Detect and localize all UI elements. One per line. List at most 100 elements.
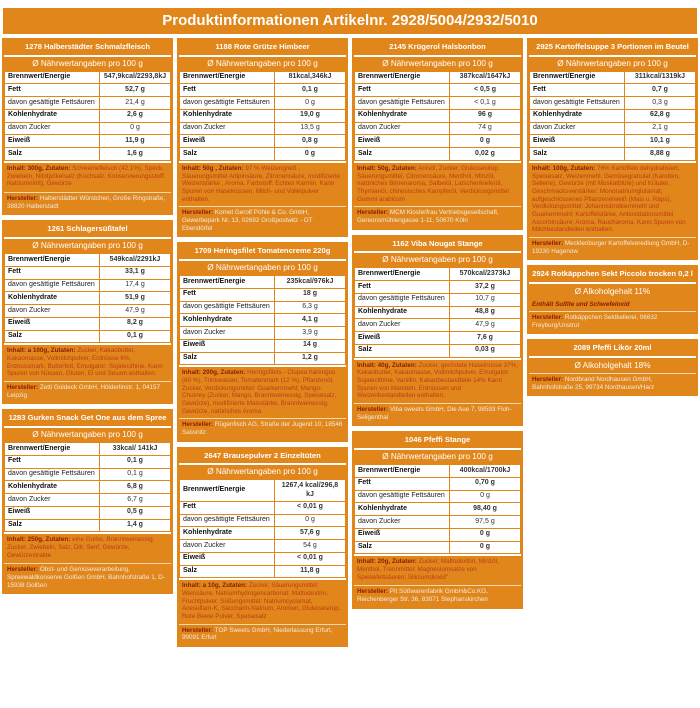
nutrition-table: Brennwert/Energie 400kcal/1700kJ Fett 0,70 … bbox=[354, 464, 522, 555]
nutrition-row-value: 0 g bbox=[448, 527, 522, 542]
product-card-title: 2089 Pfeffi Likör 20ml bbox=[529, 341, 696, 357]
manufacturer-body: MCM Klosterfrau Vertriebsgesellschaft, G… bbox=[357, 209, 499, 224]
nutrition-row-value: 33kcal/ 141kJ bbox=[98, 442, 172, 456]
nutrition-row: Eiweiß 8,2 g bbox=[4, 316, 172, 331]
manufacturer-label: Hersteller: bbox=[182, 421, 214, 429]
manufacturer-label: Hersteller: bbox=[357, 588, 389, 596]
nutrition-row: davon Zucker 47,9 g bbox=[4, 304, 172, 318]
ingredients-text: Inhalt: 20g, Zutaten: Zucker, Maltodextr… bbox=[354, 554, 521, 586]
nutrition-row: davon gesättigte Fettsäuren 0 g bbox=[354, 489, 522, 504]
manufacturer-text: Hersteller: Mecklenburger Kartoffelvered… bbox=[529, 237, 696, 259]
card-column-1: 1278 Halberstädter Schmalzfleisch Ø Nährw… bbox=[2, 38, 173, 595]
nutrition-row-value: < 0,01 g bbox=[273, 551, 347, 566]
nutrition-subheader: Ø Nährwertangaben pro 100 g bbox=[354, 54, 521, 71]
nutrition-row-label: Salz bbox=[4, 329, 100, 344]
nutrition-row-label: Salz bbox=[354, 147, 450, 161]
nutrition-row: Salz 0 g bbox=[354, 540, 522, 555]
manufacturer-text: Hersteller: MCM Klosterfrau Vertriebsges… bbox=[354, 206, 521, 228]
nutrition-row-value: 0,02 g bbox=[448, 147, 522, 161]
product-card: 1283 Gurken Snack Get One aus dem Spree Ø… bbox=[2, 409, 173, 595]
nutrition-row-value: 6,3 g bbox=[273, 300, 347, 315]
nutrition-row-label: davon Zucker bbox=[354, 515, 450, 529]
manufacturer-label: Hersteller: bbox=[7, 566, 39, 574]
nutrition-row-label: Eiweiß bbox=[4, 505, 100, 520]
nutrition-row-label: Brennwert/Energie bbox=[179, 275, 275, 289]
ingredients-text: Inhalt: 50g, Zutaten: Anisöl, Zucker, Gl… bbox=[354, 160, 521, 207]
nutrition-row-value: 6,8 g bbox=[98, 480, 172, 495]
manufacturer-label: Hersteller: bbox=[182, 626, 214, 634]
product-card: 1046 Pfeffi Stange Ø Nährwertangaben pro … bbox=[352, 431, 523, 609]
nutrition-row-label: davon gesättigte Fettsäuren bbox=[179, 96, 275, 110]
nutrition-row: Brennwert/Energie 1267,4 kcal/296,8 kJ bbox=[179, 479, 347, 502]
nutrition-row: Salz 1,4 g bbox=[4, 518, 172, 533]
nutrition-row-value: 0,5 g bbox=[98, 505, 172, 520]
allergen-note: Enthält Sulfite und Schwefeloxid bbox=[529, 299, 696, 312]
nutrition-row-value: 0,03 g bbox=[448, 343, 522, 358]
nutrition-row-value: 387kcal/1647kJ bbox=[448, 70, 522, 85]
product-info-sheet: Produktinformationen Artikelnr. 2928/500… bbox=[0, 8, 700, 708]
nutrition-row-label: Kohlenhydrate bbox=[179, 313, 275, 328]
nutrition-row-value: 400kcal/1700kJ bbox=[448, 464, 522, 478]
nutrition-subheader: Ø Nährwertangaben pro 100 g bbox=[4, 237, 171, 254]
nutrition-row-value: 54 g bbox=[273, 539, 347, 553]
ingredients-text: Inhalt: a 100g, Zutaten: Zucker, Kakaobu… bbox=[4, 343, 171, 381]
nutrition-row: Kohlenhydrate 96 g bbox=[354, 108, 522, 123]
ingredients-text: Inhalt: 50g , Zutaten: 97 % Weizengrieß … bbox=[179, 160, 346, 207]
nutrition-row: davon gesättigte Fettsäuren < 0,1 g bbox=[354, 96, 522, 110]
nutrition-row: Kohlenhydrate 57,6 g bbox=[179, 526, 347, 541]
nutrition-row-label: Kohlenhydrate bbox=[529, 108, 625, 123]
nutrition-row-value: 17,4 g bbox=[98, 278, 172, 293]
nutrition-row-label: Eiweiß bbox=[179, 134, 275, 149]
nutrition-row: Eiweiß 0,5 g bbox=[4, 505, 172, 520]
nutrition-subheader: Ø Nährwertangaben pro 100 g bbox=[354, 251, 521, 268]
nutrition-table: Brennwert/Energie 311kcal/1319kJ Fett 0,7 g… bbox=[529, 70, 697, 161]
ingredients-body: Zucker, Kakaobutter, Kakaomasse, Vollmil… bbox=[7, 347, 163, 378]
nutrition-row: Brennwert/Energie 547,9kcal/2293,8kJ bbox=[4, 70, 172, 85]
nutrition-row-label: Eiweiß bbox=[354, 331, 450, 345]
card-grid: 1278 Halberstädter Schmalzfleisch Ø Nährw… bbox=[2, 38, 698, 648]
nutrition-row-value: 14 g bbox=[273, 338, 347, 353]
nutrition-row-value: 81kcal,346kJ bbox=[273, 70, 347, 85]
nutrition-row-value: 1,2 g bbox=[273, 351, 347, 366]
nutrition-row: Brennwert/Energie 400kcal/1700kJ bbox=[354, 464, 522, 478]
product-card-title: 2647 Brausepulver 2 Einzeltüten bbox=[179, 448, 346, 464]
manufacturer-body: Halberstädter Würstchen, Große Ringstraß… bbox=[7, 194, 166, 210]
nutrition-row-value: 47,9 g bbox=[98, 304, 172, 318]
product-card: 2925 Kartoffelsuppe 3 Portionen im Beute… bbox=[527, 38, 698, 261]
manufacturer-text: Hersteller: Rügenfisch AG, Straße der Ju… bbox=[179, 418, 346, 440]
ingredients-body: eine Gurke, Branntweinessig, Zucker, Zwi… bbox=[7, 536, 155, 559]
ingredients-label: Inhalt: a 10g, Zutaten: bbox=[182, 582, 248, 590]
nutrition-row: davon gesättigte Fettsäuren 6,3 g bbox=[179, 300, 347, 315]
ingredients-body: Zucker, Maltodextrin, Minzöl, Menthol, T… bbox=[357, 558, 499, 581]
nutrition-row-label: davon gesättigte Fettsäuren bbox=[354, 292, 450, 307]
nutrition-row-label: davon gesättigte Fettsäuren bbox=[4, 467, 100, 482]
nutrition-row-label: Brennwert/Energie bbox=[4, 253, 100, 267]
nutrition-subheader: Ø Nährwertangaben pro 100 g bbox=[4, 426, 171, 443]
nutrition-row-value: 8,2 g bbox=[98, 316, 172, 331]
nutrition-row: Eiweiß 14 g bbox=[179, 338, 347, 353]
ingredients-body: 76% Kartoffeln dehydratisiert, Speisesal… bbox=[532, 164, 686, 234]
nutrition-row: Brennwert/Energie 549kcal/2291kJ bbox=[4, 253, 172, 267]
ingredients-body: Zucker, Säuerungsmittel: Weinsäure, Natr… bbox=[182, 582, 341, 621]
nutrition-row: Eiweiß 0,8 g bbox=[179, 134, 347, 149]
nutrition-row: davon Zucker 54 g bbox=[179, 539, 347, 553]
ingredients-body: Heringsfilets - Clupea harengus (60 %), … bbox=[182, 369, 337, 415]
nutrition-row-value: 0,1 g bbox=[98, 454, 172, 469]
ingredients-body: Anisöl, Zucker, Glukosesirup, Säuerungsm… bbox=[357, 164, 509, 203]
nutrition-row-value: 10,7 g bbox=[448, 292, 522, 307]
nutrition-row-label: davon Zucker bbox=[529, 121, 625, 136]
nutrition-row-value: 8,88 g bbox=[623, 147, 697, 161]
nutrition-row: Kohlenhydrate 19,0 g bbox=[179, 108, 347, 123]
nutrition-row-value: 0,8 g bbox=[273, 134, 347, 149]
alcohol-content: Ø Alkoholgehalt 18% bbox=[529, 356, 696, 374]
nutrition-row-label: Fett bbox=[4, 454, 100, 469]
nutrition-row-label: Salz bbox=[179, 564, 275, 579]
manufacturer-text: Hersteller: Komet Gerolf Pöhle & Co. Gmb… bbox=[179, 206, 346, 236]
nutrition-row-value: 570kcal/2373kJ bbox=[448, 267, 522, 282]
nutrition-row-label: Brennwert/Energie bbox=[179, 70, 275, 85]
ingredients-text: Inhalt: 200g, Zutaten: Heringsfilets - C… bbox=[179, 365, 346, 419]
ingredients-text: Inhalt: 300g, Zutaten: Schweinefleisch (… bbox=[4, 160, 171, 192]
manufacturer-label: Hersteller: bbox=[357, 406, 389, 413]
nutrition-row: Fett 0,1 g bbox=[179, 83, 347, 98]
